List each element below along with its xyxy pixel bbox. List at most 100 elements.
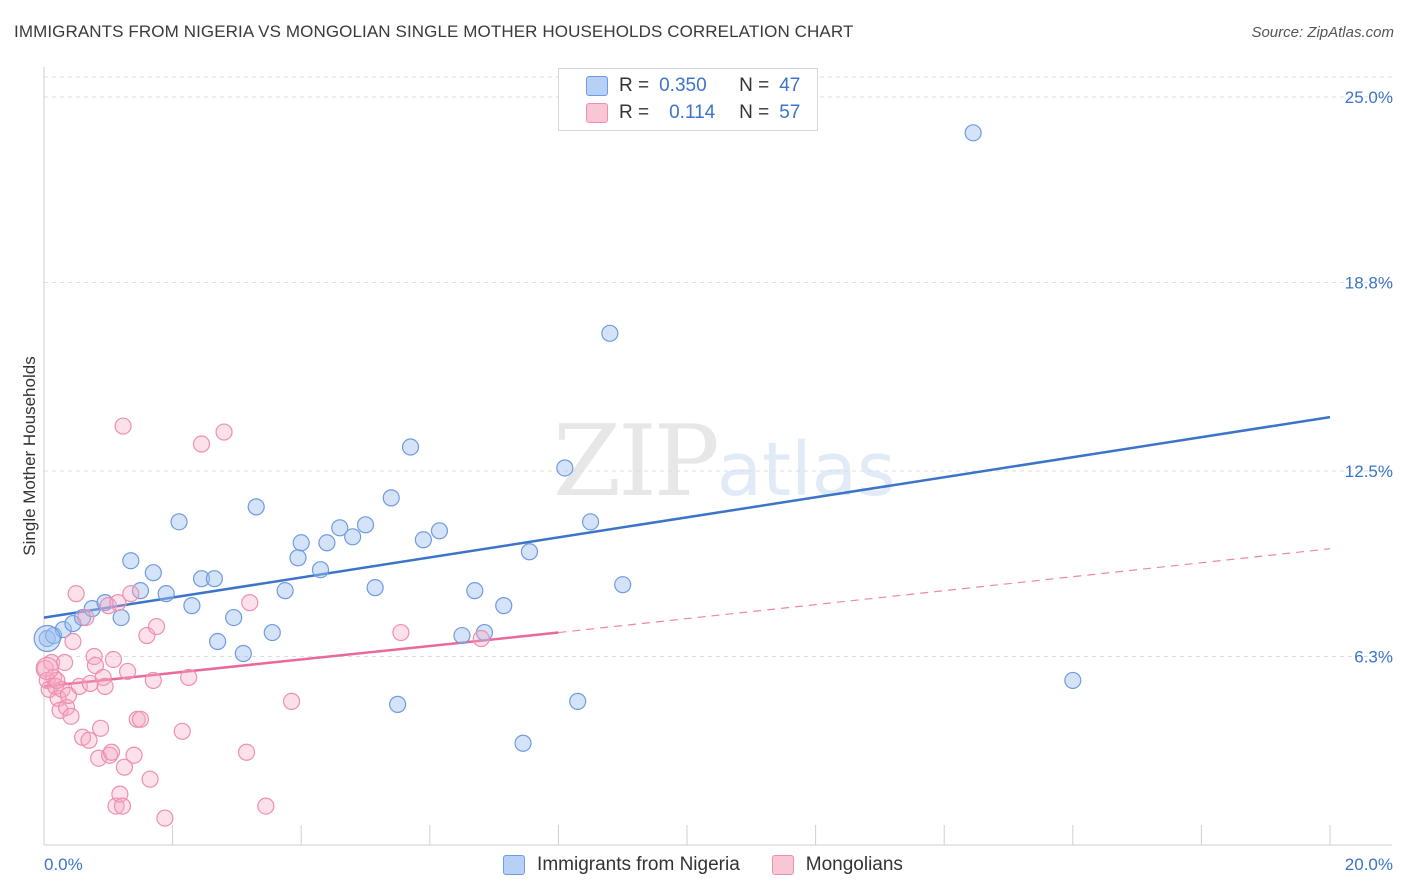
axes — [43, 67, 1392, 846]
nigeria-point — [356, 516, 375, 534]
mongolian-point — [282, 692, 301, 710]
n-label: N = — [739, 102, 770, 123]
mongolians-swatch — [771, 855, 794, 875]
nigeria-point — [382, 489, 400, 507]
mongolian-point — [173, 722, 191, 740]
mongolian-point — [80, 731, 98, 749]
nigeria-point — [157, 585, 175, 603]
zipatlas-watermark: ZIPatlas — [553, 405, 896, 519]
mongolian-point — [48, 671, 66, 690]
nigeria-point — [131, 582, 150, 600]
nigeria-swatch — [503, 855, 526, 875]
nigeria-swatch — [586, 76, 608, 96]
watermark-zip: ZIP — [553, 405, 720, 519]
nigeria-point — [453, 626, 471, 645]
n-value: 47 — [779, 75, 801, 96]
stats-row-nigeria: R = 0.350 N = 47 — [559, 73, 800, 99]
grid-lines — [44, 76, 1392, 657]
trend-lines — [43, 415, 1331, 688]
mongolian-point — [64, 632, 82, 651]
y-tick-label: 18.8% — [1345, 273, 1393, 292]
mongolian-point — [104, 650, 123, 669]
nigeria-point — [234, 644, 252, 663]
mongolian-point — [257, 797, 275, 815]
r-value: 0.350 — [659, 75, 707, 96]
chart-source: Source: ZipAtlas.com — [1251, 24, 1394, 41]
mongolian-point — [114, 417, 132, 435]
mongolian-point — [43, 653, 61, 672]
mongolians-swatch — [586, 103, 608, 123]
nigeria-point — [276, 582, 294, 600]
nigeria-point — [263, 623, 281, 642]
mongolian-point — [156, 809, 174, 827]
correlation-stats-legend: R = 0.350 N = 47 R = 0.114 N = 57 — [558, 68, 818, 131]
nigeria-point — [556, 459, 574, 477]
y-tick-label: 25.0% — [1345, 88, 1393, 107]
nigeria-point — [414, 531, 432, 549]
mongolian-point — [147, 617, 166, 636]
mongolian-point — [109, 594, 127, 612]
mongolian-point — [35, 656, 59, 681]
mongolian-point — [70, 677, 88, 696]
legend-item-nigeria[interactable]: Immigrants from Nigeria — [503, 854, 740, 876]
nigeria-point — [209, 632, 227, 651]
nigeria-point — [569, 692, 587, 710]
mongolian-point — [237, 743, 256, 761]
mongolian-point — [144, 671, 162, 690]
mongolian-point — [392, 623, 410, 642]
nigeria-point — [520, 543, 539, 561]
nigeria-point — [581, 513, 600, 531]
mongolian-point — [122, 585, 140, 603]
nigeria-point — [466, 582, 484, 600]
chart-title: IMMIGRANTS FROM NIGERIA VS MONGOLIAN SIN… — [14, 22, 854, 41]
mongolian-point — [115, 758, 133, 776]
mongolian-point — [241, 594, 259, 612]
nigeria-point — [289, 549, 307, 567]
series-legend: Immigrants from Nigeria Mongolians — [0, 850, 1406, 880]
nigeria-point — [192, 570, 211, 588]
mongolian-point — [96, 677, 114, 696]
y-tick-label: 6.3% — [1354, 647, 1393, 666]
legend-label-nigeria: Immigrants from Nigeria — [537, 854, 740, 875]
axis-labels: 6.3% 12.5% 18.8% 25.0% 0.0% 20.0% Single Mothe… — [20, 88, 1393, 874]
nigeria-point — [964, 124, 982, 142]
nigeria-point — [292, 534, 310, 552]
mongolian-point — [62, 707, 80, 725]
nigeria-point — [318, 534, 336, 552]
x-tick-label: 20.0% — [1345, 855, 1393, 874]
nigeria-point — [311, 561, 330, 579]
r-label: R = — [619, 75, 650, 96]
mongolian-point — [141, 770, 159, 788]
mongolian-point — [131, 710, 150, 728]
nigeria-point — [183, 597, 201, 615]
stats-row-mongolians: R = 0.114 N = 57 — [559, 100, 800, 126]
mongolian-point — [99, 597, 117, 615]
nigeria-point — [247, 498, 265, 516]
mongolian-point — [472, 629, 490, 648]
legend-item-mongolians[interactable]: Mongolians — [771, 854, 903, 876]
nigeria-point — [144, 564, 162, 582]
legend-label-mongolians: Mongolians — [805, 854, 903, 875]
nigeria-point — [430, 522, 449, 540]
r-label: R = — [619, 102, 650, 123]
mongolian-point — [180, 668, 198, 687]
nigeria-point — [389, 695, 407, 713]
nigeria-point — [225, 608, 243, 627]
y-tick-label: 12.5% — [1345, 462, 1393, 481]
nigeria-point — [96, 594, 114, 612]
mongolian-point — [125, 746, 143, 764]
mongolian-trend-extension — [558, 548, 1331, 634]
nigeria-point — [331, 519, 349, 537]
nigeria-point — [495, 597, 513, 615]
mongolian-point — [85, 647, 103, 666]
nigeria-point — [514, 734, 532, 752]
nigeria-point — [344, 528, 362, 546]
mongolian-point — [86, 656, 105, 675]
n-value: 57 — [779, 102, 801, 123]
r-value: 0.114 — [669, 102, 716, 123]
nigeria-point — [366, 579, 384, 597]
n-label: N = — [739, 75, 770, 96]
y-axis-label: Single Mother Households — [20, 356, 39, 555]
mongolian-point — [215, 423, 233, 441]
